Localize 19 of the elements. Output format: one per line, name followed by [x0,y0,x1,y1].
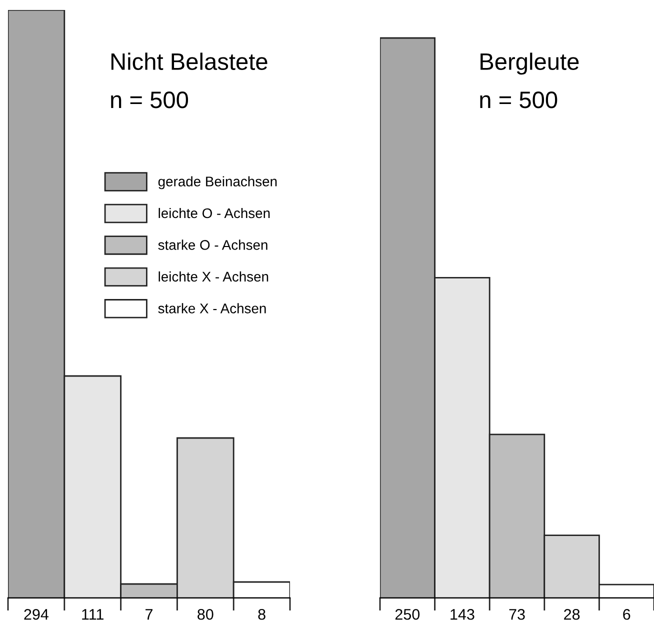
legend-label: leichte O - Achsen [158,208,270,218]
data-label: 111 [82,609,104,620]
legend-label: leichte X - Achsen [158,271,268,282]
data-label: 73 [509,608,525,620]
data-label: 143 [450,608,474,620]
data-label: 250 [395,608,420,620]
data-label: 80 [198,608,214,620]
legend-label: gerade Beinachsen [158,176,277,190]
text: n = 500 [111,92,188,108]
data-label: 7 [146,609,152,620]
data-label: 294 [24,608,48,620]
legend-label: starke X - Achsen [158,303,266,314]
data-label: 28 [564,608,580,620]
data-label: 6 [623,608,630,620]
data-label: 8 [258,608,266,620]
legend-label: starke O - Achsen [158,240,268,250]
text: Nicht Belastete [111,52,268,70]
text: n = 500 [480,92,558,108]
text: Bergleute [480,52,579,75]
